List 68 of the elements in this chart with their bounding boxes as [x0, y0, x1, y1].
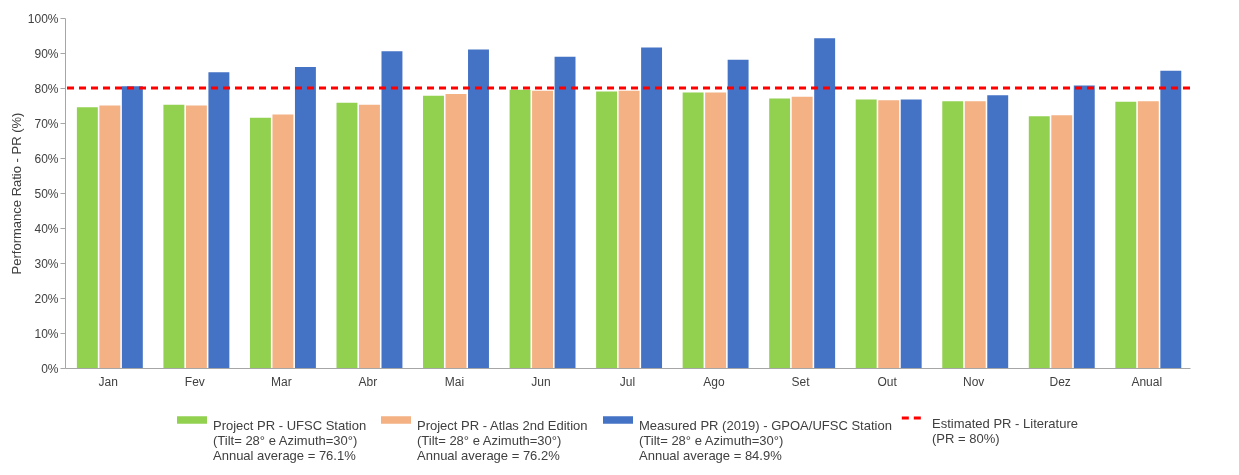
x-tick-label: Fev	[184, 374, 205, 389]
bar	[1073, 85, 1095, 368]
bar	[618, 90, 640, 368]
bar	[791, 96, 813, 368]
bar	[121, 86, 143, 368]
bar	[163, 104, 185, 368]
legend-label: Measured PR (2019) - GPOA/UFSC Station (Tilt= 28° e Azimuth=30°) Annual average = 84.9%	[639, 418, 892, 463]
bar	[294, 67, 316, 368]
legend-label: Project PR - UFSC Station (Tilt= 28° e Azimuth=30°) Annual average = 76.1%	[213, 418, 367, 463]
x-tick-label: Mar	[271, 374, 292, 389]
bar	[554, 56, 576, 368]
bar	[99, 105, 121, 368]
x-tick-label: Set	[791, 374, 811, 389]
bar	[814, 38, 836, 368]
bar	[727, 59, 749, 368]
y-tick-label: 20%	[34, 291, 59, 306]
y-tick-label: 80%	[34, 81, 59, 96]
y-tick-label: 70%	[34, 116, 59, 131]
bar	[336, 102, 358, 368]
bar	[641, 47, 663, 368]
bar	[76, 107, 98, 368]
bar	[381, 51, 403, 368]
bar	[1137, 101, 1159, 368]
bar	[1028, 116, 1050, 368]
bar	[185, 105, 207, 368]
y-tick-label: 60%	[34, 151, 59, 166]
bar	[964, 101, 986, 368]
y-tick-label: 90%	[34, 46, 59, 61]
bar	[705, 92, 727, 368]
bar	[359, 104, 380, 368]
bar	[769, 98, 791, 368]
legend-label: Estimated PR - Literature (PR = 80%)	[932, 416, 1078, 446]
bar	[249, 117, 271, 368]
y-tick-label: 0%	[41, 361, 59, 376]
x-tick-label: Jan	[98, 374, 118, 389]
x-tick-label: Anual	[1131, 374, 1163, 389]
x-tick-label: Dez	[1049, 374, 1071, 389]
y-tick-label: 10%	[34, 326, 59, 341]
y-tick-label: 40%	[34, 221, 59, 236]
bar	[682, 92, 704, 368]
bar	[878, 100, 900, 368]
bar	[509, 89, 531, 368]
bar	[272, 114, 294, 368]
bar	[1160, 70, 1182, 368]
bar	[423, 95, 444, 368]
bar	[208, 72, 230, 368]
x-tick-label: Jun	[531, 374, 551, 389]
bar	[445, 93, 467, 368]
bar	[987, 95, 1009, 368]
x-tick-label: Jul	[619, 374, 636, 389]
y-tick-label: 30%	[34, 256, 59, 271]
x-tick-label: Nov	[962, 374, 985, 389]
bar	[532, 90, 553, 368]
y-axis-title: Performance Ratio - PR (%)	[8, 112, 24, 275]
x-tick-label: Mai	[444, 374, 465, 389]
bar	[596, 91, 618, 368]
legend-label: Project PR - Atlas 2nd Edition (Tilt= 28° e Azimuth=30°) Annual average = 76.2%	[417, 418, 588, 463]
bar	[855, 99, 877, 368]
bar	[942, 101, 964, 368]
bar	[1115, 101, 1137, 368]
bar	[900, 99, 922, 368]
y-tick-label: 100%	[27, 11, 59, 26]
x-tick-label: Abr	[358, 374, 378, 389]
y-tick-label: 50%	[34, 186, 59, 201]
x-tick-label: Ago	[703, 374, 726, 389]
bar	[468, 49, 489, 368]
x-tick-label: Out	[877, 374, 898, 389]
bar	[1051, 115, 1073, 368]
